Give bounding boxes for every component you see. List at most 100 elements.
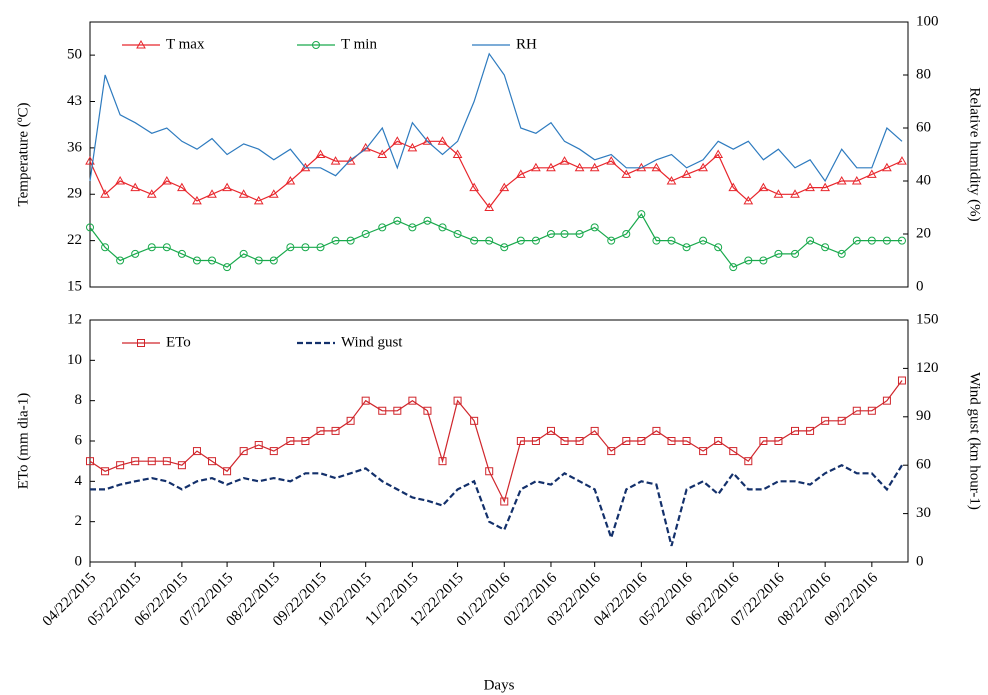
y-axis-title: ETo (mm dia-1) [15,393,31,489]
y2-tick-label: 150 [916,311,939,327]
y2-tick-label: 80 [916,66,931,82]
y2-axis-title: Relative humidity (%) [967,87,983,221]
marker [239,447,248,456]
y2-tick-label: 60 [916,457,931,473]
marker [516,236,525,245]
marker [882,236,891,245]
marker [728,182,739,192]
marker [837,249,846,258]
marker [239,249,248,258]
marker [238,189,249,198]
marker [192,195,202,205]
marker [759,437,768,445]
marker [85,156,95,165]
marker [714,243,723,252]
marker [515,169,526,178]
marker [652,426,661,435]
marker [607,447,616,456]
marker [86,457,94,466]
marker [452,149,463,158]
marker [147,457,156,466]
marker [836,175,847,185]
marker [744,457,753,466]
marker [377,149,388,158]
series-line [89,213,902,268]
marker [177,461,186,470]
y-tick-label: 4 [75,473,83,489]
marker [131,249,140,258]
marker [101,243,110,252]
marker [773,189,784,198]
marker [408,396,417,405]
marker [622,437,631,445]
marker [346,236,355,245]
marker [161,175,172,185]
marker [316,426,325,435]
marker [177,249,186,258]
marker [254,256,263,265]
marker [269,447,278,456]
y2-tick-label: 90 [916,408,931,424]
marker [101,467,110,476]
marker [531,437,540,445]
marker [253,195,264,205]
marker [897,376,906,385]
marker [744,256,753,265]
marker [393,216,402,225]
marker [423,406,432,415]
marker [301,243,310,252]
marker [590,426,599,435]
marker [699,447,708,456]
marker [500,497,509,506]
y-tick-label: 8 [75,392,83,408]
marker [637,210,646,219]
marker [743,195,754,205]
marker [897,156,907,165]
marker [575,437,584,445]
plot-frame [89,21,909,288]
marker [346,416,355,425]
marker [285,175,296,185]
marker [146,189,157,198]
marker [100,189,110,198]
legend-label: Wind gust [341,334,403,350]
marker [897,236,906,245]
marker [651,162,662,172]
marker [852,236,861,245]
y2-tick-label: 20 [916,225,931,241]
marker [790,189,800,198]
marker [422,136,433,145]
y2-tick-label: 60 [916,119,931,135]
marker [622,230,631,238]
marker [162,243,171,252]
marker [408,223,417,232]
marker [681,169,692,178]
marker [729,263,738,272]
marker [637,437,646,445]
marker [652,236,661,245]
marker [531,162,541,172]
marker [559,156,570,165]
marker [286,243,295,252]
marker [820,182,831,192]
marker [147,243,156,252]
marker [485,467,494,476]
marker [882,162,892,172]
marker [392,136,403,145]
marker [621,169,632,178]
marker [330,156,341,165]
marker [361,396,370,405]
marker [361,230,370,238]
series-line [89,52,903,183]
marker [667,236,676,245]
marker [806,236,815,245]
marker [699,236,708,245]
marker [423,216,432,225]
marker [301,437,310,445]
y-tick-label: 6 [75,432,83,448]
marker [130,182,141,192]
marker [589,162,600,172]
marker [867,406,876,415]
y2-tick-label: 0 [916,553,924,569]
marker [192,447,201,456]
